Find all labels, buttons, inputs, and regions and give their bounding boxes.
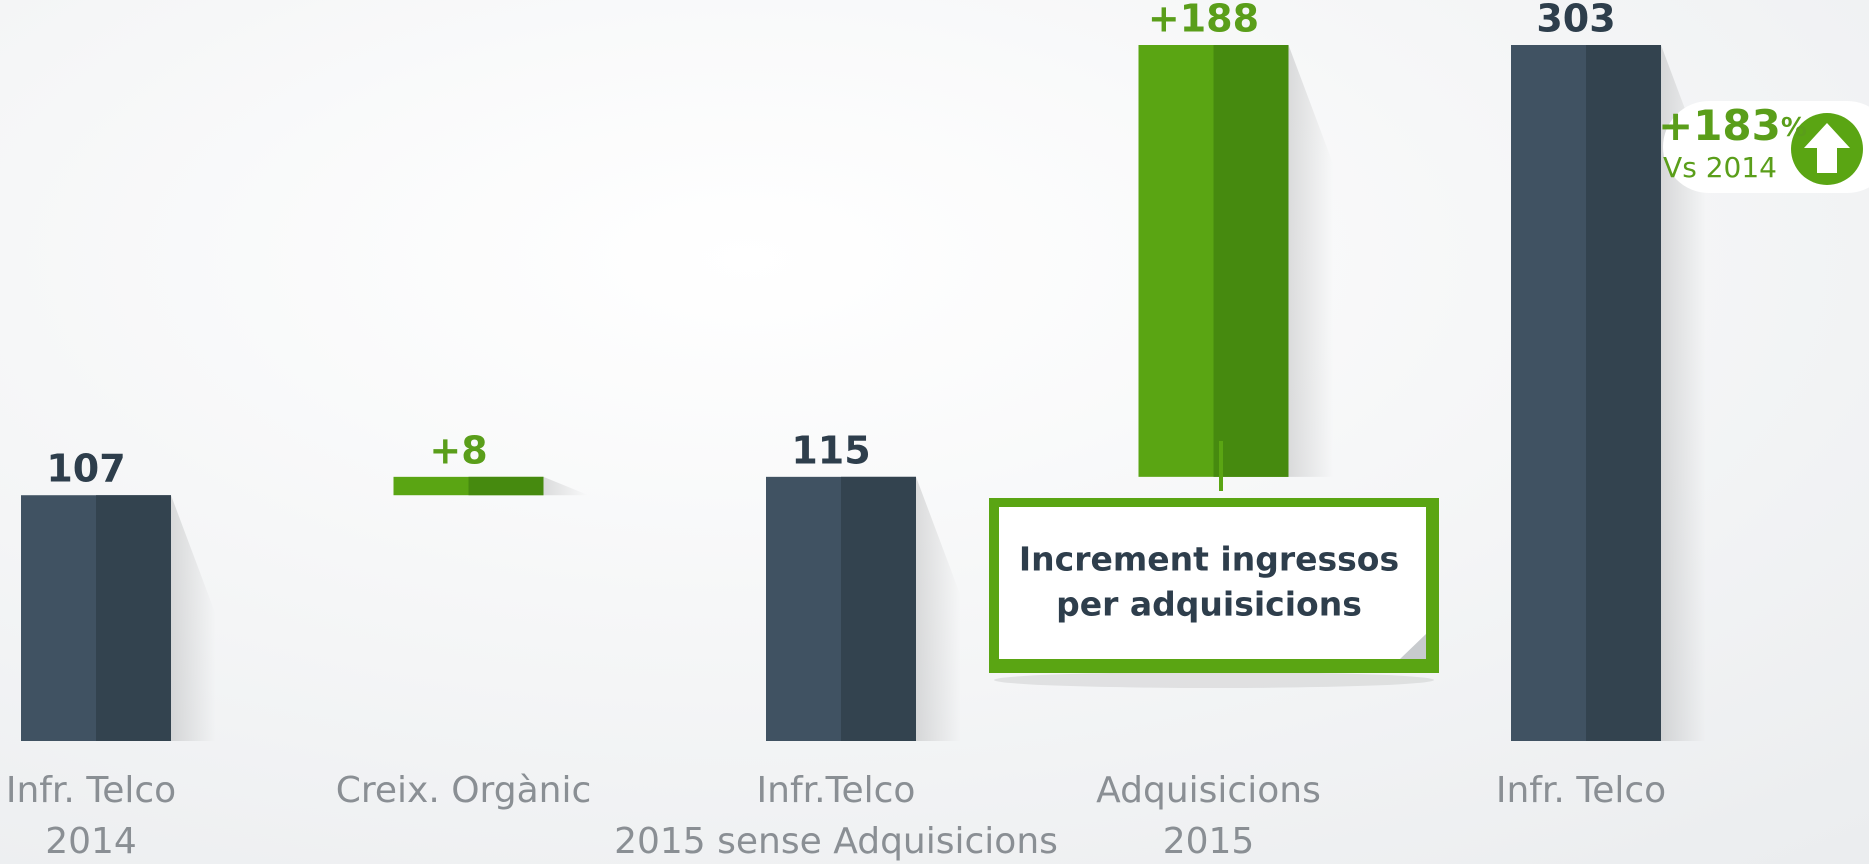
x-tick-label: Creix. Orgànic (336, 770, 592, 811)
callout-box (999, 507, 1426, 659)
badge-label: +183 (1658, 101, 1781, 150)
bar-shadow (1661, 45, 1706, 741)
bar-shade (841, 476, 916, 741)
bar-shade (468, 476, 544, 496)
annotation-text: per adquisicions (1056, 585, 1362, 624)
x-tick-label: 2015 sense Adquisicions (614, 821, 1058, 862)
x-tick-label: Infr. Telco (6, 770, 176, 811)
callout-fold (1400, 634, 1426, 659)
value-label: 115 (791, 428, 870, 472)
bar-shadow (171, 495, 216, 741)
badge-value: +183% (1658, 101, 1807, 150)
annotation-text: Increment ingressos (1019, 540, 1399, 579)
value-label: 107 (46, 447, 125, 491)
badge: +183% Vs 2014 (1658, 101, 1869, 193)
bar-shadow (916, 476, 961, 741)
x-tick-label: 2014 (45, 821, 137, 862)
callout-shadow (994, 672, 1434, 688)
value-label: 303 (1536, 0, 1615, 41)
value-label: +188 (1148, 0, 1259, 41)
bar-shade (1586, 45, 1661, 741)
bar-shadow (1288, 45, 1334, 477)
bar-shade (1213, 45, 1289, 477)
badge-arrow (1804, 123, 1850, 173)
annotation: Increment ingressos per adquisicions (989, 441, 1439, 688)
x-tick-label: Adquisicions (1096, 770, 1321, 811)
badge-unit: % (1781, 113, 1807, 143)
badge-caption: Vs 2014 (1663, 151, 1777, 184)
bar-shadow (543, 476, 589, 496)
x-tick-label: 2015 (1163, 821, 1255, 862)
x-tick-label: Infr. Telco (1496, 770, 1666, 811)
x-tick-label: Infr.Telco (757, 770, 916, 811)
bar-shade (96, 495, 171, 741)
value-label: +8 (429, 428, 487, 472)
